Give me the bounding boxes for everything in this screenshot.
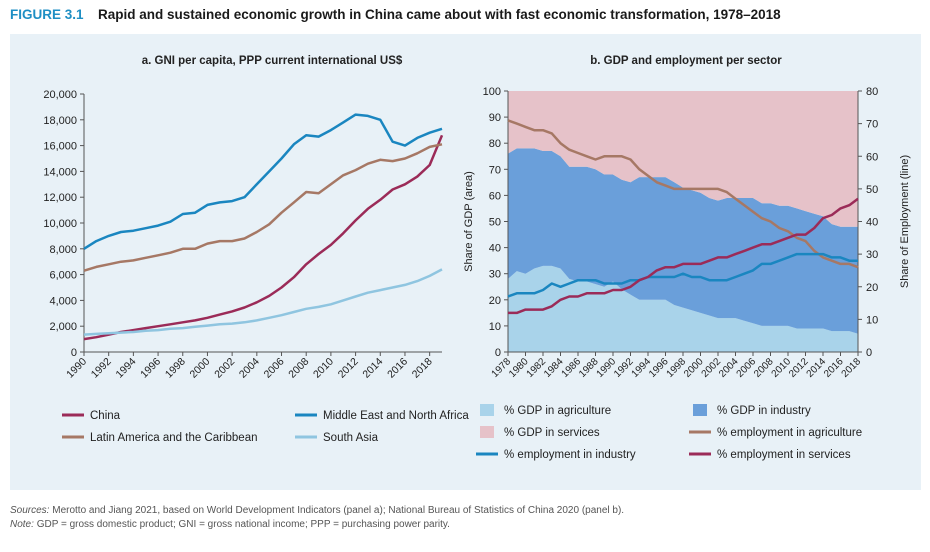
panel-a-x-tick-label: 2008 (286, 356, 311, 381)
panel-a-title: a. GNI per capita, PPP current internati… (142, 55, 403, 67)
legend-label-china: China (90, 410, 121, 422)
panel-a-y-tick-label: 12,000 (43, 192, 77, 204)
panel-a-y-tick-label: 20,000 (43, 89, 77, 101)
panel-b-y2-tick-label: 20 (866, 282, 878, 294)
panel-a-y-tick-label: 4,000 (49, 295, 77, 307)
panel-b-y-tick-label: 10 (489, 321, 501, 333)
panel-a-x-tick-label: 2002 (212, 356, 237, 381)
panel-b-y-tick-label: 20 (489, 295, 501, 307)
sources-text: Merotto and Jiang 2021, based on World D… (52, 505, 625, 516)
area-gdp-in-services (508, 91, 858, 227)
panel-b-y-tick-label: 60 (489, 190, 501, 202)
figure-header: FIGURE 3.1 Rapid and sustained economic … (10, 6, 925, 30)
panel-a-y-tick-label: 2,000 (49, 321, 77, 333)
legend-label-gdp-in-industry: % GDP in industry (717, 405, 811, 417)
panel-a-x-tick-label: 2016 (385, 356, 410, 381)
series-line-employment-in-agriculture (507, 119, 859, 269)
area-gdp-in-agriculture (508, 265, 858, 352)
panel-b-y-tick-label: 30 (489, 269, 501, 281)
panel-a-x-tick-label: 1996 (138, 356, 163, 381)
series-line-south-asia (83, 268, 443, 336)
panel-b-y-tick-label: 80 (489, 138, 501, 150)
panel-b-y2-tick-label: 10 (866, 314, 878, 326)
panel-b-y2-tick-label: 70 (866, 119, 878, 131)
note-label: Note: (10, 519, 34, 530)
panel-a-x-tick-label: 1994 (113, 356, 138, 381)
series-line-employment-in-services (508, 197, 859, 315)
panel-a-x-tick-label: 1990 (64, 356, 89, 381)
panel-b-y2-tick-label: 0 (866, 347, 872, 359)
panel-b-y-axis-title: Share of GDP (area) (463, 171, 475, 272)
panel-a-x-tick-label: 2010 (311, 356, 336, 381)
legend-swatch-gdp-in-services (480, 426, 494, 438)
panel-b-y2-tick-label: 50 (866, 184, 878, 196)
panel-b-y2-tick-label: 60 (866, 151, 878, 163)
panel-a-x-tick-label: 2000 (188, 356, 213, 381)
legend-label-latin-america-and-the-caribbean: Latin America and the Caribbean (90, 432, 258, 444)
legend-swatch-gdp-in-agriculture (480, 404, 494, 416)
panel-a-y-tick-label: 16,000 (43, 141, 77, 153)
legend-label-gdp-in-services: % GDP in services (504, 427, 600, 439)
series-line-middle-east-and-north-africa (83, 113, 443, 250)
panel-a-x-tick-label: 2012 (336, 356, 361, 381)
panel-b-y2-tick-label: 30 (866, 249, 878, 261)
panel-a-y-tick-label: 8,000 (49, 244, 77, 256)
area-gdp-in-industry (508, 148, 858, 334)
panel-a-x-tick-label: 2004 (237, 356, 262, 381)
panel-b-y-tick-label: 40 (489, 243, 501, 255)
panel-a-x-tick-label: 2014 (360, 356, 385, 381)
panel-a-y-tick-label: 0 (71, 347, 77, 359)
figure-label: FIGURE 3.1 (10, 7, 84, 22)
legend-label-employment-in-agriculture: % employment in agriculture (717, 427, 862, 439)
panel-b-y2-tick-label: 80 (866, 86, 878, 98)
panel-a-x-tick-label: 2018 (410, 356, 435, 381)
legend-label-middle-east-and-north-africa: Middle East and North Africa (323, 410, 469, 422)
legend-label-south-asia: South Asia (323, 432, 379, 444)
panel-a-y-tick-label: 18,000 (43, 115, 77, 127)
panel-b-y-tick-label: 90 (489, 112, 501, 124)
series-line-latin-america-and-the-caribbean (83, 143, 443, 272)
panel-b-y-tick-label: 0 (495, 347, 501, 359)
panel-a-y-tick-label: 14,000 (43, 166, 77, 178)
figure-title: Rapid and sustained economic growth in C… (97, 7, 781, 22)
legend-label-gdp-in-agriculture: % GDP in agriculture (504, 405, 611, 417)
figure-charts: a. GNI per capita, PPP current internati… (43, 55, 911, 461)
series-line-china (83, 134, 444, 341)
legend-label-employment-in-services: % employment in services (717, 449, 851, 461)
panel-b-y-tick-label: 70 (489, 164, 501, 176)
panel-b-title: b. GDP and employment per sector (590, 55, 782, 67)
panel-a-x-tick-label: 2006 (262, 356, 287, 381)
figure-footer: Sources: Merotto and Jiang 2021, based o… (10, 504, 922, 532)
panel-a-x-tick-label: 1998 (163, 356, 188, 381)
note-line: Note: GDP = gross domestic product; GNI … (10, 518, 922, 532)
panel-a-y-tick-label: 10,000 (43, 218, 77, 230)
note-text: GDP = gross domestic product; GNI = gros… (36, 519, 450, 530)
series-line-employment-in-industry (507, 252, 858, 298)
panel-a-x-tick-label: 1992 (89, 356, 114, 381)
panel-b-y-tick-label: 50 (489, 217, 501, 229)
sources-label: Sources: (10, 505, 50, 516)
panel-b-y-tick-label: 100 (483, 86, 501, 98)
panel-b-x-tick-label: 2018 (840, 356, 864, 380)
legend-label-employment-in-industry: % employment in industry (504, 449, 636, 461)
legend-swatch-gdp-in-industry (693, 404, 707, 416)
panel-b-y2-axis-title: Share of Employment (line) (899, 155, 911, 288)
panel-b-y2-tick-label: 40 (866, 217, 878, 229)
panel-a-y-tick-label: 6,000 (49, 270, 77, 282)
sources-line: Sources: Merotto and Jiang 2021, based o… (10, 504, 922, 518)
